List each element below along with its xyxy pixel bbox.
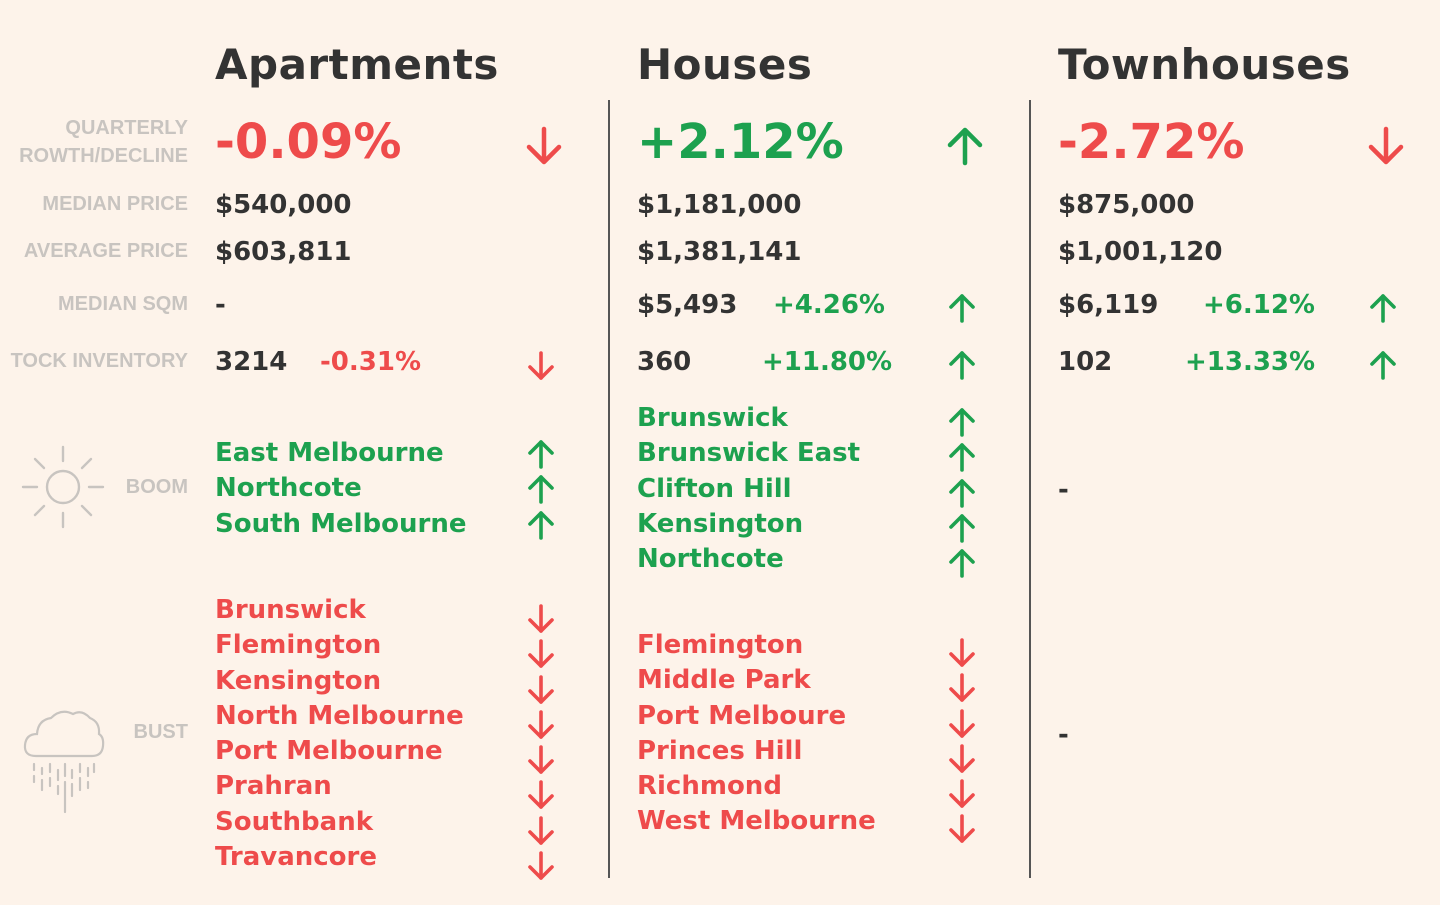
- median-sqm-change-townhouses: +6.12%: [1203, 290, 1315, 320]
- bust-list-houses: Flemington Middle Park Port Melboure Pri…: [637, 628, 876, 840]
- arrow-down-icon: [526, 709, 556, 744]
- arrow-up-icon: [1368, 292, 1398, 324]
- median-price-townhouses: $875,000: [1058, 190, 1195, 220]
- median-sqm-change-houses: +4.26%: [773, 290, 885, 320]
- list-item: Travancore: [215, 842, 377, 873]
- list-item: Richmond: [637, 771, 782, 802]
- arrow-down-icon: [526, 779, 556, 814]
- boom-empty-townhouses: -: [1058, 475, 1069, 505]
- arrow-down-icon: [947, 637, 977, 672]
- list-item: West Melbourne: [637, 806, 876, 837]
- column-title-houses: Houses: [637, 40, 813, 89]
- list-item: Brunswick: [215, 595, 366, 625]
- arrow-down-icon: [526, 674, 556, 709]
- row-label-bust: BUST: [133, 721, 188, 743]
- arrow-down-icon: [526, 603, 556, 638]
- arrow-down-icon: [526, 850, 556, 885]
- list-item: Northcote: [637, 544, 784, 575]
- boom-list-houses: Brunswick Brunswick East Clifton Hill Ke…: [637, 401, 860, 577]
- stock-inventory-townhouses: 102: [1058, 347, 1113, 377]
- arrow-up-icon: [947, 349, 977, 381]
- list-item: Flemington: [637, 630, 804, 660]
- arrow-down-icon: [947, 743, 977, 778]
- arrow-up-icon: [947, 547, 977, 582]
- growth-value-apartments: -0.09%: [215, 114, 402, 170]
- boom-list-apartments: East Melbourne Northcote South Melbourne: [215, 436, 466, 542]
- list-item: Port Melbourne: [215, 736, 443, 767]
- arrow-down-icon: [1367, 126, 1405, 166]
- list-item: South Melbourne: [215, 508, 467, 539]
- arrow-up-icon: [947, 441, 977, 476]
- rain-cloud-icon: [22, 706, 106, 822]
- arrow-up-icon: [946, 126, 984, 166]
- sun-icon: [20, 444, 106, 534]
- stock-change-houses: +11.80%: [762, 347, 893, 377]
- list-item: Prahran: [215, 771, 332, 802]
- list-item: Kensington: [215, 665, 382, 696]
- median-sqm-houses: $5,493: [637, 290, 738, 320]
- column-title-apartments: Apartments: [215, 40, 499, 89]
- arrow-down-icon: [526, 350, 556, 382]
- arrow-up-icon: [947, 406, 977, 441]
- row-label-median-sqm: MEDIAN SQM: [58, 293, 188, 315]
- list-item: Southbank: [215, 806, 373, 837]
- arrow-down-icon: [526, 638, 556, 673]
- arrow-up-icon: [947, 477, 977, 512]
- boom-arrows-apartments: [526, 438, 556, 544]
- stock-change-apartments: -0.31%: [320, 347, 421, 377]
- arrow-up-icon: [526, 473, 556, 508]
- median-price-houses: $1,181,000: [637, 190, 802, 220]
- list-item: North Melbourne: [215, 700, 464, 731]
- stock-change-townhouses: +13.33%: [1185, 347, 1316, 377]
- list-item: Princes Hill: [637, 735, 803, 766]
- arrow-down-icon: [525, 126, 563, 166]
- list-item: Clifton Hill: [637, 473, 792, 504]
- arrow-down-icon: [947, 778, 977, 813]
- median-sqm-townhouses: $6,119: [1058, 290, 1159, 320]
- average-price-houses: $1,381,141: [637, 237, 802, 267]
- boom-arrows-houses: [947, 406, 977, 582]
- list-item: Port Melboure: [637, 700, 847, 731]
- arrow-down-icon: [947, 672, 977, 707]
- list-item: Brunswick East: [637, 438, 861, 469]
- list-item: Kensington: [637, 508, 804, 539]
- arrow-down-icon: [947, 708, 977, 743]
- average-price-townhouses: $1,001,120: [1058, 237, 1223, 267]
- arrow-up-icon: [1368, 349, 1398, 381]
- average-price-apartments: $603,811: [215, 237, 352, 267]
- bust-arrows-houses: [947, 637, 977, 849]
- row-label-boom: BOOM: [125, 476, 188, 498]
- list-item: Middle Park: [637, 665, 811, 696]
- list-item: East Melbourne: [215, 438, 444, 468]
- row-label-quarterly: QUARTERLY ROWTH/DECLINE: [19, 117, 188, 167]
- arrow-down-icon: [526, 744, 556, 779]
- list-item: Flemington: [215, 630, 382, 661]
- row-label-average-price: AVERAGE PRICE: [23, 240, 188, 262]
- column-divider: [608, 100, 610, 878]
- stock-inventory-apartments: 3214: [215, 347, 288, 377]
- growth-value-houses: +2.12%: [637, 114, 844, 170]
- row-label-stock-inventory: TOCK INVENTORY: [10, 350, 188, 372]
- stock-inventory-houses: 360: [637, 347, 692, 377]
- arrow-up-icon: [526, 438, 556, 473]
- median-price-apartments: $540,000: [215, 190, 352, 220]
- bust-arrows-apartments: [526, 603, 556, 885]
- growth-value-townhouses: -2.72%: [1058, 114, 1245, 170]
- bust-empty-townhouses: -: [1058, 720, 1069, 750]
- row-label-median-price: MEDIAN PRICE: [42, 193, 188, 215]
- arrow-up-icon: [947, 292, 977, 324]
- column-title-townhouses: Townhouses: [1058, 40, 1351, 89]
- list-item: Brunswick: [637, 403, 788, 433]
- arrow-down-icon: [947, 813, 977, 848]
- median-sqm-apartments: -: [215, 290, 226, 320]
- arrow-up-icon: [526, 509, 556, 544]
- column-divider: [1029, 100, 1031, 878]
- arrow-up-icon: [947, 512, 977, 547]
- list-item: Northcote: [215, 473, 362, 504]
- arrow-down-icon: [526, 815, 556, 850]
- bust-list-apartments: Brunswick Flemington Kensington North Me…: [215, 593, 464, 875]
